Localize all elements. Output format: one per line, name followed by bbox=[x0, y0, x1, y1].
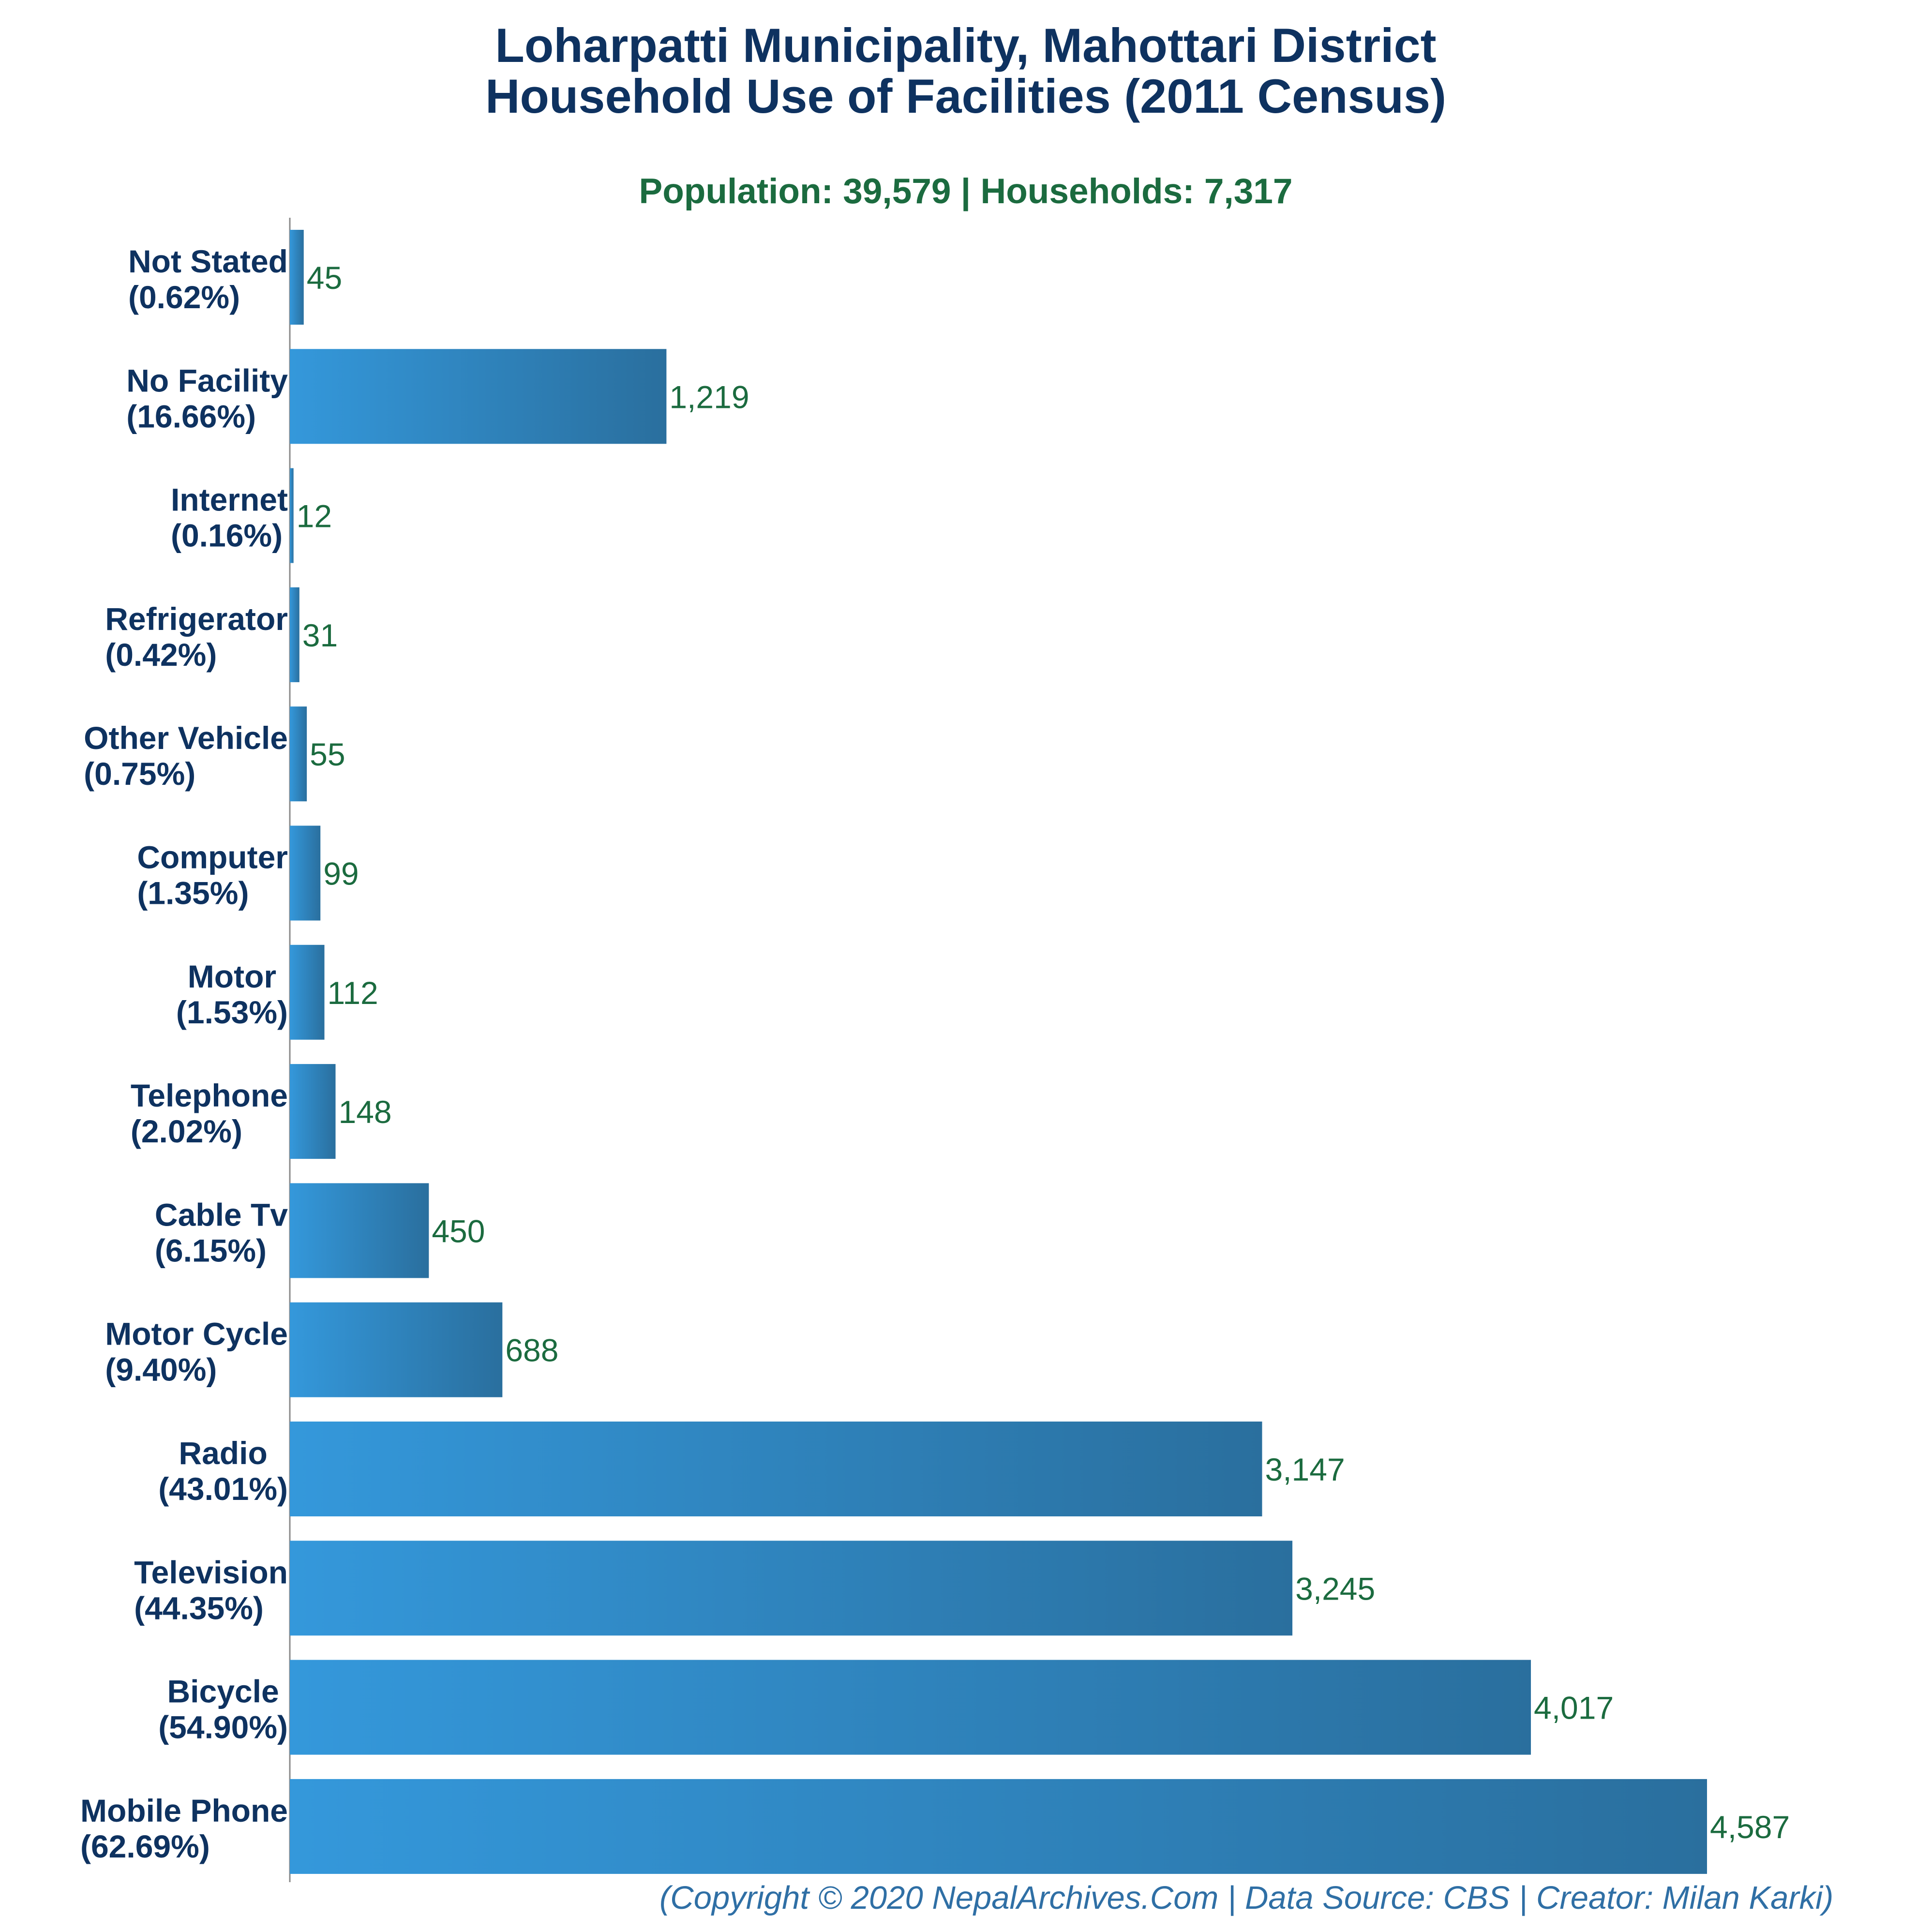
category-label-computer: Computer bbox=[137, 839, 288, 875]
bar-telephone bbox=[290, 1064, 336, 1159]
bar-bicycle bbox=[290, 1660, 1531, 1755]
bar-motor bbox=[290, 944, 325, 1040]
percent-label-cable-tv: (6.15%) bbox=[155, 1232, 267, 1268]
category-label-mobile-phone: Mobile Phone bbox=[80, 1793, 288, 1828]
chart-credit: (Copyright © 2020 NepalArchives.Com | Da… bbox=[659, 1880, 1833, 1917]
value-label-television: 3,245 bbox=[1295, 1571, 1375, 1606]
value-label-mobile-phone: 4,587 bbox=[1710, 1809, 1790, 1845]
category-label-internet: Internet bbox=[171, 482, 288, 518]
category-label-motor-cycle: Motor Cycle bbox=[105, 1316, 288, 1352]
percent-label-refrigerator: (0.42%) bbox=[105, 637, 217, 673]
bars-group: 45 Not Stated(0.62%) 1,219 No Facility(16.6… bbox=[80, 230, 1790, 1874]
value-label-internet: 12 bbox=[297, 498, 332, 534]
value-label-no-facility: 1,219 bbox=[669, 379, 749, 415]
percent-label-bicycle: (54.90%) bbox=[158, 1709, 288, 1745]
value-label-cable-tv: 450 bbox=[432, 1213, 485, 1249]
value-label-other-vehicle: 55 bbox=[310, 736, 345, 772]
bar-other-vehicle bbox=[290, 706, 307, 802]
category-label-motor: Motor bbox=[188, 959, 276, 994]
category-label-not-stated: Not Stated bbox=[128, 243, 288, 279]
value-label-bicycle: 4,017 bbox=[1534, 1690, 1614, 1726]
category-label-bicycle: Bicycle bbox=[167, 1674, 279, 1709]
value-label-motor-cycle: 688 bbox=[505, 1333, 558, 1368]
bar-cable-tv bbox=[290, 1183, 429, 1278]
bar-no-facility bbox=[290, 349, 667, 444]
bar-motor-cycle bbox=[290, 1302, 503, 1397]
bar-not-stated bbox=[290, 230, 304, 325]
bar-radio bbox=[290, 1422, 1262, 1516]
category-label-radio: Radio bbox=[179, 1435, 267, 1471]
percent-label-mobile-phone: (62.69%) bbox=[80, 1828, 210, 1864]
value-label-not-stated: 45 bbox=[307, 260, 342, 296]
chart-title-line1: Loharpatti Municipality, Mahottari Distr… bbox=[495, 18, 1436, 72]
category-label-television: Television bbox=[134, 1554, 288, 1590]
percent-label-motor-cycle: (9.40%) bbox=[105, 1352, 217, 1388]
bar-television bbox=[290, 1541, 1293, 1636]
value-label-radio: 3,147 bbox=[1265, 1452, 1345, 1487]
category-label-no-facility: No Facility bbox=[126, 362, 288, 398]
bar-computer bbox=[290, 825, 321, 921]
percent-label-no-facility: (16.66%) bbox=[126, 398, 256, 434]
percent-label-internet: (0.16%) bbox=[171, 518, 283, 554]
percent-label-computer: (1.35%) bbox=[137, 875, 249, 911]
percent-label-other-vehicle: (0.75%) bbox=[84, 756, 195, 792]
percent-label-television: (44.35%) bbox=[134, 1590, 264, 1626]
percent-label-telephone: (2.02%) bbox=[131, 1113, 242, 1149]
bar-internet bbox=[290, 468, 294, 563]
percent-label-not-stated: (0.62%) bbox=[128, 279, 240, 315]
value-label-refrigerator: 31 bbox=[302, 617, 338, 653]
category-label-cable-tv: Cable Tv bbox=[155, 1197, 288, 1232]
bar-refrigerator bbox=[290, 587, 300, 682]
percent-label-radio: (43.01%) bbox=[158, 1471, 288, 1507]
category-label-telephone: Telephone bbox=[131, 1078, 288, 1113]
category-label-refrigerator: Refrigerator bbox=[105, 601, 288, 637]
value-label-motor: 112 bbox=[328, 975, 378, 1011]
category-label-other-vehicle: Other Vehicle bbox=[84, 720, 288, 756]
percent-label-motor: (1.53%) bbox=[176, 994, 288, 1030]
chart-subtitle: Population: 39,579 | Households: 7,317 bbox=[639, 172, 1293, 211]
chart-title-line2: Household Use of Facilities (2011 Census… bbox=[485, 69, 1446, 123]
value-label-telephone: 148 bbox=[339, 1094, 392, 1130]
value-label-computer: 99 bbox=[323, 856, 359, 892]
bar-mobile-phone bbox=[290, 1779, 1707, 1874]
